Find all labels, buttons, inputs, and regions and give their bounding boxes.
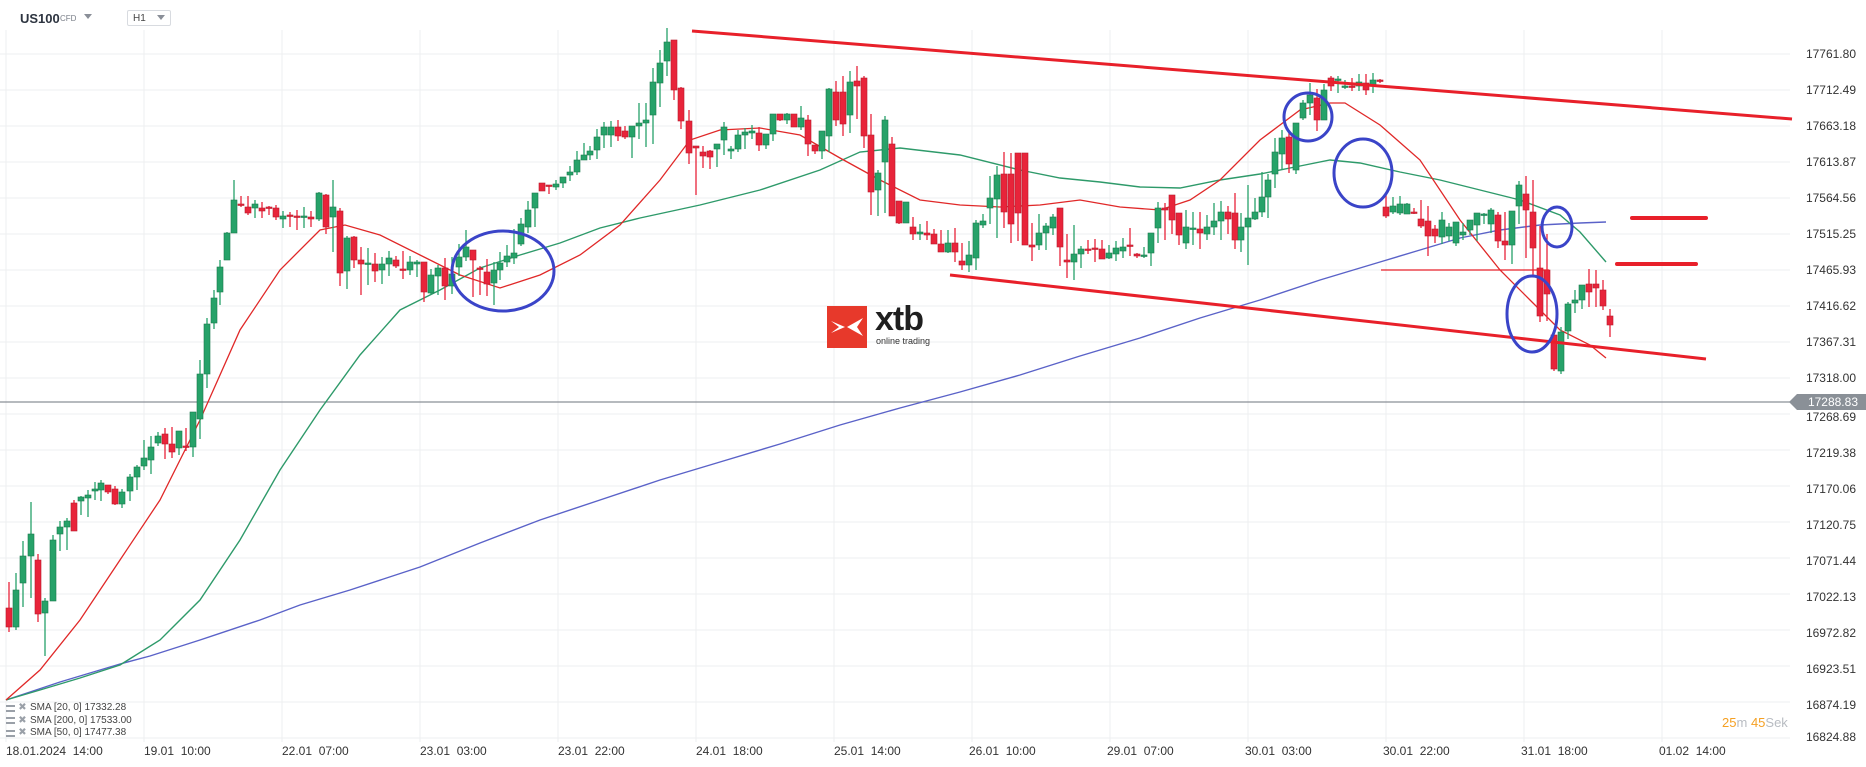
price-tick: 17465.93 xyxy=(1805,263,1856,277)
annotation-circle-2 xyxy=(1282,91,1334,143)
close-icon[interactable]: ✖ xyxy=(18,702,27,713)
chevron-down-icon xyxy=(157,15,165,20)
annotation-circle-1 xyxy=(450,229,556,313)
time-tick: 29.01 07:00 xyxy=(1107,744,1174,758)
close-icon[interactable]: ✖ xyxy=(18,727,27,738)
price-tick: 17071.44 xyxy=(1805,554,1856,568)
symbol-name[interactable]: US100 xyxy=(20,11,60,26)
price-tick: 17268.69 xyxy=(1805,410,1856,424)
legend-label: SMA [20, 0] 17332.28 xyxy=(30,702,127,713)
countdown-min-unit: m xyxy=(1736,715,1748,730)
time-tick: 23.01 22:00 xyxy=(558,744,625,758)
candle-countdown: 25m 45Sek xyxy=(1722,715,1788,730)
sma20-line xyxy=(5,102,1607,701)
price-tick: 17663.18 xyxy=(1805,119,1856,133)
settings-icon[interactable] xyxy=(6,704,15,712)
channel-lower-trendline xyxy=(949,273,1707,361)
price-tick: 17515.25 xyxy=(1805,227,1856,241)
price-tick: 17022.13 xyxy=(1805,590,1856,604)
close-icon[interactable]: ✖ xyxy=(18,714,27,726)
chart-header: US100 CFD H1 xyxy=(0,0,1866,34)
xtb-logo: xtb online trading xyxy=(827,300,977,350)
settings-icon[interactable] xyxy=(6,717,15,725)
symbol-type: CFD xyxy=(60,14,77,23)
sma200-line xyxy=(5,221,1607,701)
price-tick: 17564.56 xyxy=(1805,191,1856,205)
legend-sma20[interactable]: ✖ SMA [20, 0] 17332.28 xyxy=(6,702,132,715)
price-tick: 17416.62 xyxy=(1805,299,1856,313)
time-tick: 31.01 18:00 xyxy=(1521,744,1588,758)
price-tick: 16824.88 xyxy=(1805,730,1856,744)
price-tick: 16972.82 xyxy=(1805,626,1856,640)
time-tick: 30.01 22:00 xyxy=(1383,744,1450,758)
time-tick: 22.01 07:00 xyxy=(282,744,349,758)
countdown-seconds: 45 xyxy=(1750,715,1766,730)
price-tick: 17712.49 xyxy=(1805,83,1856,97)
annotation-circle-3 xyxy=(1332,137,1394,209)
price-tick: 16923.51 xyxy=(1805,662,1856,676)
legend-label: SMA [200, 0] 17533.00 xyxy=(30,714,132,726)
symbol-dropdown-icon[interactable] xyxy=(84,14,92,19)
time-tick: 01.02 14:00 xyxy=(1659,744,1726,758)
price-tick: 17318.00 xyxy=(1805,371,1856,385)
time-tick: 26.01 10:00 xyxy=(969,744,1036,758)
timeframe-select[interactable]: H1 xyxy=(127,10,171,26)
timeframe-value: H1 xyxy=(133,13,146,24)
annotation-circle-5 xyxy=(1505,274,1559,354)
indicator-legend: ✖ SMA [20, 0] 17332.28 ✖ SMA [200, 0] 17… xyxy=(6,702,132,740)
price-tick: 17761.80 xyxy=(1805,47,1856,61)
current-price-tag: 17288.83 xyxy=(1789,394,1866,410)
time-tick: 23.01 03:00 xyxy=(420,744,487,758)
time-tick: 19.01 10:00 xyxy=(144,744,211,758)
settings-icon[interactable] xyxy=(6,729,15,737)
channel-upper-trendline xyxy=(691,29,1793,121)
price-tick: 17120.75 xyxy=(1805,518,1856,532)
logo-tagline: online trading xyxy=(876,336,931,346)
sma50-line xyxy=(5,147,1607,701)
countdown-minutes: 25 xyxy=(1722,715,1737,730)
price-tick: 17219.38 xyxy=(1805,446,1856,460)
price-tick: 17170.06 xyxy=(1805,482,1856,496)
legend-sma200[interactable]: ✖ SMA [200, 0] 17533.00 xyxy=(6,715,132,728)
price-tick: 17613.87 xyxy=(1805,155,1856,169)
xtb-logo-mark-icon xyxy=(827,306,867,348)
legend-sma50[interactable]: ✖ SMA [50, 0] 17477.38 xyxy=(6,727,132,740)
logo-wordmark: xtb xyxy=(875,300,924,338)
countdown-sec-unit: Sek xyxy=(1765,715,1788,730)
annotation-circle-4 xyxy=(1540,205,1574,249)
legend-label: SMA [50, 0] 17477.38 xyxy=(30,727,127,738)
time-tick: 25.01 14:00 xyxy=(834,744,901,758)
time-tick: 18.01.2024 14:00 xyxy=(6,744,103,758)
grid xyxy=(0,30,1790,742)
price-tick: 17367.31 xyxy=(1805,335,1856,349)
time-tick: 24.01 18:00 xyxy=(696,744,763,758)
time-tick: 30.01 03:00 xyxy=(1245,744,1312,758)
price-tick: 16874.19 xyxy=(1805,698,1856,712)
